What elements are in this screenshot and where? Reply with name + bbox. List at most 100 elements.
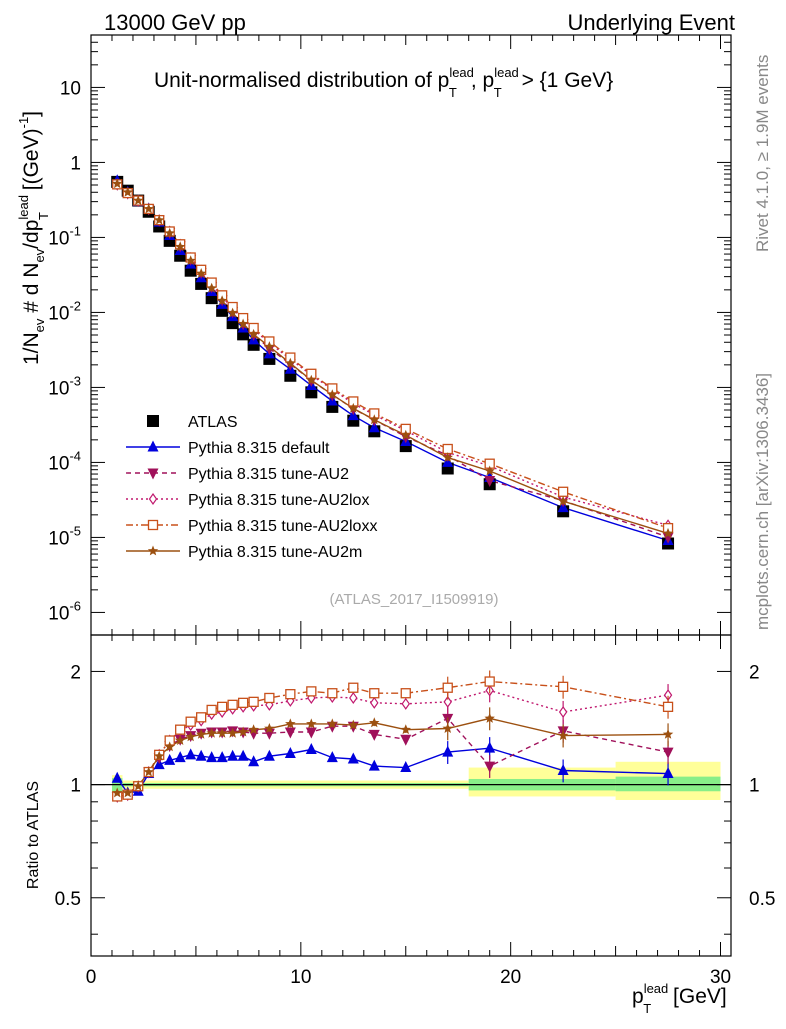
ratio-point-s0-17 (326, 751, 338, 763)
ratio-point-s0-18 (347, 752, 359, 764)
ratio-y-tick-label: 1 (70, 776, 81, 797)
legend-label-1: Pythia 8.315 default (188, 440, 330, 457)
legend-marker-3 (148, 492, 158, 506)
ratio-point-s1-19 (368, 729, 380, 741)
ratio-y-tick-label-right: 0.5 (749, 889, 775, 910)
plot-title: Unit-normalised distribution of plead T, … (154, 65, 613, 100)
ratio-point-s4-20 (400, 724, 411, 735)
ratio-point-s3-22 (484, 676, 495, 687)
ratio-point-s3-14 (264, 692, 275, 704)
plot-title-sup1: lead (449, 65, 474, 80)
plot-title-part1: Unit-normalised distribution of p (154, 69, 449, 92)
main-y-tick-label: 10-6 (48, 598, 81, 624)
ratio-point-s4-5 (164, 741, 175, 752)
main-point-s5-13 (248, 328, 259, 339)
ratio-point-s3-11 (227, 699, 238, 710)
ratio-point-s4-7 (185, 731, 196, 742)
main-panel-frame (90, 34, 732, 636)
main-point-s5-22 (484, 465, 495, 476)
ratio-y-axis-label: Ratio to ATLAS (25, 781, 42, 889)
ratio-point-s3-20 (400, 688, 411, 699)
main-point-s1-19 (368, 421, 380, 433)
ratio-point-s1-24 (662, 747, 674, 759)
main-y-tick-exponent: -1 (69, 223, 81, 238)
legend-marker-0 (147, 415, 159, 427)
ratio-point-s4-8 (195, 728, 207, 739)
ratio-uncertainty-bands (111, 761, 721, 800)
ratio-point-s1-20 (400, 734, 412, 746)
main-point-s5-15 (285, 357, 296, 368)
ratio-point-s4-4 (154, 750, 165, 761)
main-series-lines (116, 180, 669, 542)
ratio-point-s0-9 (206, 751, 218, 763)
ratio-point-s4-22 (484, 712, 495, 723)
legend-label-3: Pythia 8.315 tune-AU2lox (188, 492, 369, 509)
ratio-point-s1-22 (484, 761, 496, 773)
main-y-tick-label: 1 (70, 153, 81, 174)
ratio-point-s3-17 (327, 688, 338, 699)
plot-title-part2: , p (471, 69, 494, 92)
ratio-point-s4-1 (122, 787, 133, 798)
ratio-point-s0-20 (400, 761, 412, 773)
ratio-point-s0-7 (185, 748, 197, 760)
legend-label-0: ATLAS (188, 414, 238, 431)
ratio-point-s2-20 (401, 697, 410, 710)
ratio-point-s4-2 (133, 780, 144, 791)
main-point-s5-2 (133, 195, 144, 205)
ratio-point-s3-13 (248, 696, 259, 708)
ratio-point-s4-23 (557, 730, 569, 741)
ratio-point-s2-23 (558, 705, 568, 719)
plot-title-sup2: lead (494, 65, 519, 80)
main-y-tick-label: 10-5 (48, 523, 81, 549)
ratio-point-s3-24 (662, 701, 674, 712)
main-point-s5-3 (143, 203, 154, 214)
ratio-point-s0-11 (227, 749, 239, 761)
main-line-series-2 (116, 183, 669, 538)
ratio-point-s0-10 (216, 751, 228, 763)
main-series-markers (111, 174, 675, 550)
main-point-s5-14 (264, 341, 275, 352)
legend-marker-1 (147, 440, 159, 452)
ratio-point-s3-23 (557, 681, 569, 692)
legend-label-4: Pythia 8.315 tune-AU2loxx (188, 518, 377, 535)
ratio-point-s0-21 (442, 745, 454, 757)
ratio-point-s4-12 (237, 726, 249, 737)
main-point-s5-20 (400, 429, 411, 440)
ratio-point-s3-16 (306, 686, 317, 697)
ratio-point-s0-5 (164, 753, 176, 765)
main-point-s5-23 (557, 495, 569, 506)
ratio-axis-ticks: 0.5 0.51 12 20 10 20 30 (55, 635, 775, 988)
main-y-tick-label: 10-1 (48, 223, 81, 249)
main-y-tick-exponent: -3 (69, 373, 81, 388)
main-point-s5-4 (154, 214, 165, 225)
ratio-point-s0-8 (195, 749, 207, 761)
ratio-point-s4-17 (327, 718, 338, 729)
main-axis-ticks: 10-6 10-5 10-4 10-3 10-2 10-1 1 10 (48, 34, 731, 635)
ratio-point-s1-16 (305, 727, 317, 739)
main-point-s5-12 (237, 318, 249, 329)
ratio-point-s4-9 (206, 727, 217, 738)
ratio-point-s4-15 (285, 718, 296, 729)
ratio-point-s4-11 (227, 727, 238, 738)
main-point-s4-21 (442, 443, 453, 455)
ratio-point-s4-6 (174, 735, 186, 745)
ratio-point-s4-18 (348, 719, 359, 730)
main-y-tick-exponent: -4 (69, 448, 81, 463)
x-tick-label: 0 (86, 967, 97, 988)
ratio-point-s3-12 (237, 697, 249, 708)
ratio-point-s0-12 (237, 749, 249, 761)
main-y-tick-label: 10-3 (48, 373, 81, 399)
ratio-point-s4-16 (306, 718, 317, 729)
ratio-point-s3-18 (348, 682, 359, 693)
main-point-s2-22 (484, 476, 496, 488)
legend-marker-4 (147, 519, 159, 531)
ratio-point-s0-15 (284, 746, 296, 758)
main-point-s5-21 (442, 452, 453, 462)
ratio-point-s4-24 (662, 728, 674, 739)
main-point-s5-7 (185, 255, 196, 266)
main-point-s5-8 (195, 268, 207, 278)
main-y-tick-exponent: -2 (69, 298, 81, 313)
ratio-point-s3-7 (185, 716, 196, 727)
x-tick-label: 10 (290, 967, 311, 988)
main-point-s5-16 (306, 374, 317, 385)
